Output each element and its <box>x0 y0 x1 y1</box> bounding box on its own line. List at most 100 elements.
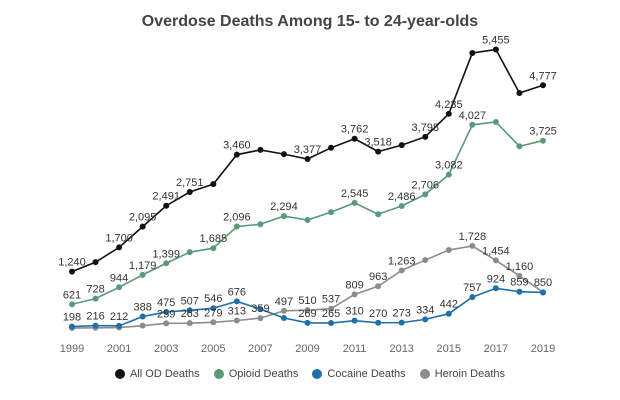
legend-item-cocaine-deaths[interactable]: Cocaine Deaths <box>312 368 406 380</box>
opioid-deaths-point-2001[interactable] <box>116 284 123 291</box>
opioid-deaths-point-2003[interactable] <box>163 260 170 267</box>
all-od-deaths-point-2001[interactable] <box>116 244 123 251</box>
opioid-deaths-point-2014[interactable] <box>422 191 429 198</box>
opioid-deaths-point-2015[interactable] <box>445 171 452 178</box>
heroin-deaths-point-2015[interactable] <box>445 247 452 254</box>
opioid-deaths-label-1999: 621 <box>63 289 81 301</box>
cocaine-deaths-point-2000[interactable] <box>92 322 99 329</box>
opioid-deaths-point-2002[interactable] <box>139 271 146 278</box>
opioid-deaths-point-2019[interactable] <box>540 137 546 144</box>
heroin-deaths-point-2010[interactable] <box>328 305 335 312</box>
cocaine-deaths-point-2019[interactable] <box>540 289 546 296</box>
all-od-deaths-point-2015[interactable] <box>445 110 452 117</box>
heroin-deaths-point-2011[interactable] <box>351 291 358 298</box>
x-tick-label: 2009 <box>295 343 319 355</box>
cocaine-deaths-point-2007[interactable] <box>257 306 264 313</box>
cocaine-deaths-point-2006[interactable] <box>233 298 240 305</box>
all-od-deaths-point-2010[interactable] <box>328 144 335 151</box>
heroin-deaths-label-2003: 259 <box>157 308 175 320</box>
cocaine-deaths-point-2005[interactable] <box>210 305 217 312</box>
legend-item-all-od-deaths[interactable]: All OD Deaths <box>114 368 200 380</box>
all-od-deaths-point-2000[interactable] <box>92 259 99 266</box>
heroin-deaths-point-2009[interactable] <box>304 307 311 314</box>
legend-label: All OD Deaths <box>129 368 200 380</box>
cocaine-deaths-label-2006: 676 <box>228 286 246 298</box>
heroin-deaths-label-2006: 313 <box>228 306 246 318</box>
cocaine-deaths-point-2017[interactable] <box>492 285 499 292</box>
cocaine-deaths-label-2010: 265 <box>322 308 340 320</box>
heroin-deaths-point-2013[interactable] <box>398 267 405 274</box>
opioid-deaths-point-2000[interactable] <box>92 295 99 302</box>
heroin-deaths-point-2007[interactable] <box>257 315 264 322</box>
all-od-deaths-point-2018[interactable] <box>516 89 523 96</box>
cocaine-deaths-label-2005: 546 <box>204 293 222 305</box>
opioid-deaths-label-2002: 1,179 <box>129 260 157 272</box>
all-od-deaths-point-2003[interactable] <box>163 202 170 209</box>
all-od-deaths-point-2011[interactable] <box>351 135 358 142</box>
opioid-deaths-point-2012[interactable] <box>375 211 382 218</box>
heroin-deaths-point-2008[interactable] <box>280 307 287 314</box>
all-od-deaths-point-2013[interactable] <box>398 142 405 149</box>
opioid-deaths-point-2011[interactable] <box>351 199 358 206</box>
opioid-deaths-point-2010[interactable] <box>328 209 335 216</box>
heroin-deaths-point-2017[interactable] <box>492 257 499 264</box>
cocaine-deaths-point-2014[interactable] <box>422 316 429 323</box>
legend-item-heroin-deaths[interactable]: Heroin Deaths <box>419 368 505 380</box>
opioid-deaths-point-2005[interactable] <box>210 245 217 252</box>
opioid-deaths-point-1999[interactable] <box>69 301 75 308</box>
opioid-deaths-point-2007[interactable] <box>257 221 264 228</box>
all-od-deaths-point-2019[interactable] <box>540 82 546 89</box>
opioid-deaths-point-2016[interactable] <box>469 121 476 128</box>
all-od-deaths-point-2017[interactable] <box>492 46 499 53</box>
x-tick-label: 2015 <box>437 343 461 355</box>
opioid-deaths-point-2009[interactable] <box>304 217 311 224</box>
legend-item-opioid-deaths[interactable]: Opioid Deaths <box>213 368 298 380</box>
cocaine-deaths-point-2001[interactable] <box>116 322 123 329</box>
cocaine-deaths-point-2016[interactable] <box>469 294 476 301</box>
heroin-deaths-point-2005[interactable] <box>210 319 217 326</box>
all-od-deaths-point-2006[interactable] <box>233 151 240 158</box>
cocaine-deaths-point-2003[interactable] <box>163 308 170 315</box>
cocaine-deaths-point-2008[interactable] <box>280 315 287 322</box>
cocaine-deaths-point-2010[interactable] <box>328 320 335 327</box>
heroin-deaths-point-2014[interactable] <box>422 257 429 264</box>
heroin-deaths-label-2012: 963 <box>369 271 387 283</box>
all-od-deaths-point-2002[interactable] <box>139 223 146 230</box>
all-od-deaths-point-2009[interactable] <box>304 156 311 163</box>
opioid-deaths-point-2004[interactable] <box>186 249 193 256</box>
opioid-deaths-point-2018[interactable] <box>516 143 523 150</box>
cocaine-deaths-label-2004: 507 <box>181 295 199 307</box>
all-od-deaths-point-2012[interactable] <box>375 148 382 155</box>
opioid-deaths-point-2013[interactable] <box>398 202 405 209</box>
cocaine-deaths-point-2013[interactable] <box>398 319 405 326</box>
heroin-deaths-point-2004[interactable] <box>186 320 193 327</box>
cocaine-deaths-point-2004[interactable] <box>186 307 193 314</box>
all-od-deaths-label-2017: 5,455 <box>482 35 510 47</box>
cocaine-deaths-point-2002[interactable] <box>139 313 146 320</box>
heroin-deaths-point-2018[interactable] <box>516 272 523 279</box>
cocaine-deaths-point-2009[interactable] <box>304 319 311 326</box>
all-od-deaths-point-2008[interactable] <box>280 151 287 158</box>
heroin-deaths-point-2002[interactable] <box>139 322 146 329</box>
all-od-deaths-point-2004[interactable] <box>186 189 193 196</box>
cocaine-deaths-point-2012[interactable] <box>375 319 382 326</box>
heroin-deaths-point-2003[interactable] <box>163 320 170 327</box>
cocaine-deaths-point-2011[interactable] <box>351 317 358 324</box>
all-od-deaths-point-2014[interactable] <box>422 133 429 140</box>
all-od-deaths-point-2005[interactable] <box>210 181 217 188</box>
cocaine-deaths-point-1999[interactable] <box>69 323 75 330</box>
all-od-deaths-point-2007[interactable] <box>257 146 264 153</box>
opioid-deaths-point-2006[interactable] <box>233 223 240 230</box>
heroin-deaths-point-2016[interactable] <box>469 242 476 249</box>
all-od-deaths-point-2016[interactable] <box>469 49 476 56</box>
heroin-deaths-point-2006[interactable] <box>233 317 240 324</box>
opioid-deaths-point-2017[interactable] <box>492 118 499 125</box>
cocaine-deaths-label-1999: 198 <box>63 312 81 324</box>
cocaine-deaths-label-2009: 269 <box>298 308 316 320</box>
opioid-deaths-label-2000: 728 <box>86 284 104 296</box>
opioid-deaths-point-2008[interactable] <box>280 213 287 220</box>
all-od-deaths-point-1999[interactable] <box>69 268 75 275</box>
cocaine-deaths-point-2018[interactable] <box>516 288 523 295</box>
cocaine-deaths-point-2015[interactable] <box>445 310 452 317</box>
heroin-deaths-point-2012[interactable] <box>375 283 382 290</box>
